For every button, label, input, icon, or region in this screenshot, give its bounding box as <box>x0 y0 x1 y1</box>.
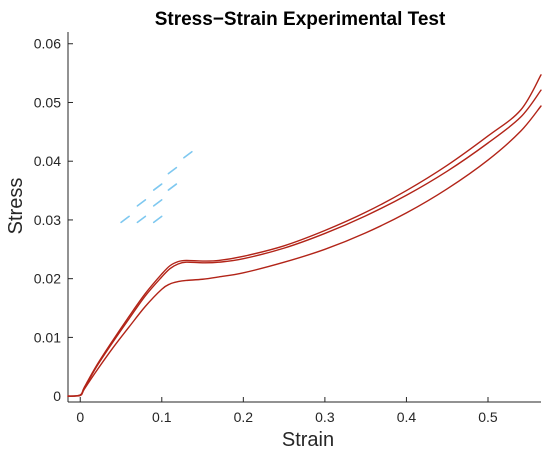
x-tick-label: 0.4 <box>397 409 417 425</box>
x-axis-label: Strain <box>282 429 334 451</box>
y-tick-label: 0 <box>53 388 61 404</box>
y-tick-label: 0.04 <box>34 153 61 169</box>
x-tick-label: 0.2 <box>234 409 254 425</box>
data-marker <box>120 215 130 224</box>
y-tick-label: 0.06 <box>34 36 61 52</box>
data-marker <box>167 183 178 191</box>
x-tick-label: 0.3 <box>315 409 335 425</box>
series-line-2 <box>67 89 542 397</box>
x-tick-label: 0.5 <box>478 409 498 425</box>
chart-title: Stress−Strain Experimental Test <box>155 9 446 30</box>
y-axis-label: Stress <box>5 178 27 235</box>
plot-area: 0 0.1 0.2 0.3 0.4 0.5 0 0.01 0.02 0.03 0.04 0.05 0.0… <box>34 32 542 425</box>
y-tick-label: 0.01 <box>34 329 61 345</box>
data-marker <box>136 215 147 224</box>
y-tick-label: 0.02 <box>34 271 61 287</box>
series-line-1 <box>67 74 542 397</box>
y-tick-label: 0.03 <box>34 212 61 228</box>
data-marker <box>167 166 178 175</box>
data-marker <box>152 215 163 224</box>
data-marker <box>152 183 163 191</box>
series-line-3 <box>67 105 542 397</box>
data-marker <box>152 199 163 207</box>
data-marker <box>183 150 193 159</box>
x-tick-label: 0 <box>76 409 84 425</box>
x-tick-label: 0.1 <box>152 409 172 425</box>
y-tick-label: 0.05 <box>34 94 61 110</box>
data-marker <box>136 199 147 207</box>
